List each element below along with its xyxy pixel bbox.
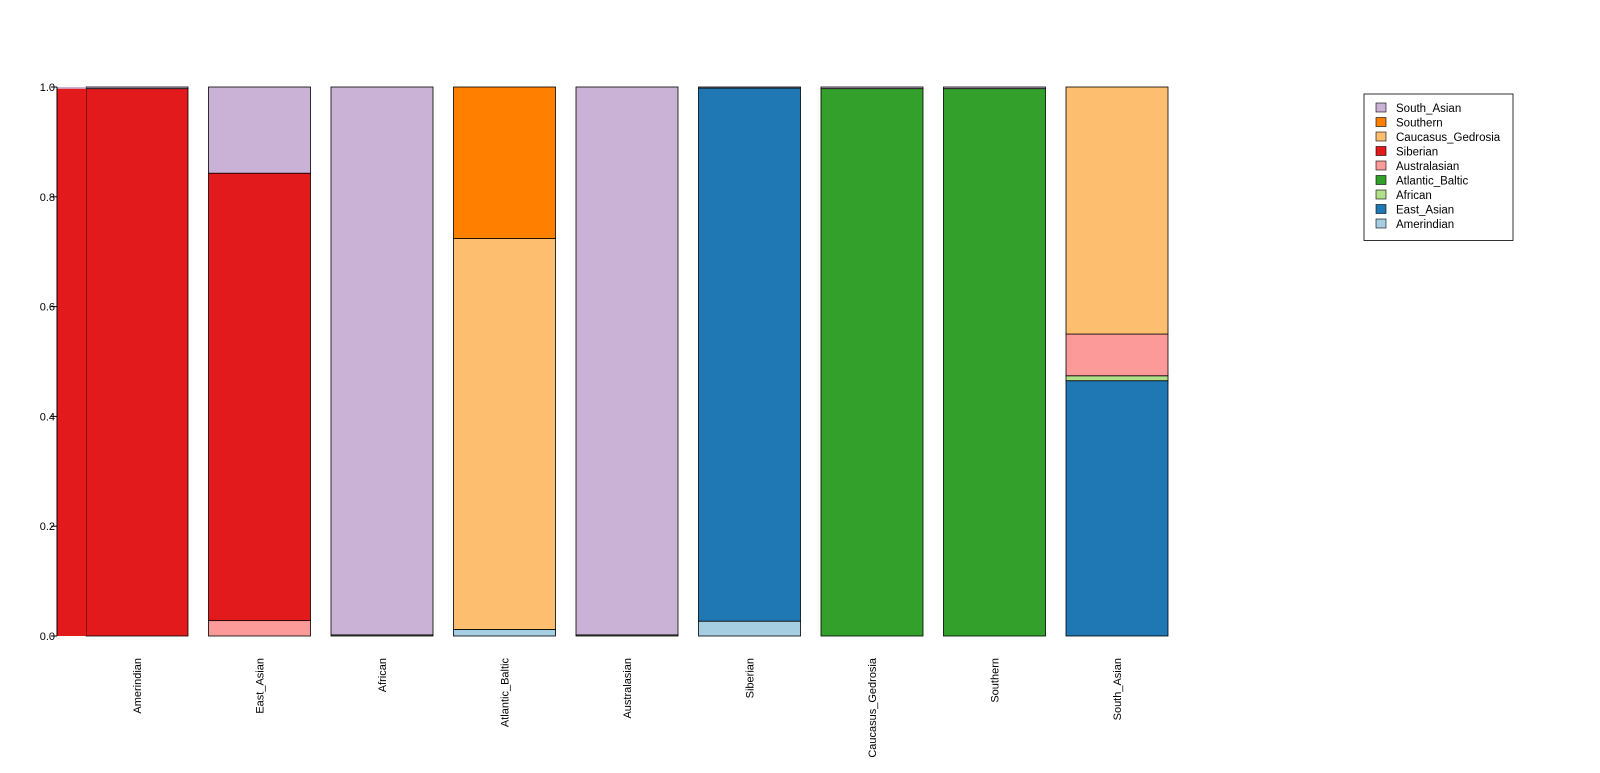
legend-item-Amerindian: Amerindian [1375, 218, 1454, 231]
bar-segment-South_Asian [820, 86, 924, 90]
y-tick-label: 0.2 [40, 521, 55, 533]
legend-item-Atlantic_Baltic: Atlantic_Baltic [1375, 175, 1468, 188]
legend-item-South_Asian: South_Asian [1375, 102, 1461, 115]
bar-segment-Amerindian [453, 629, 556, 637]
bar-group-East_Asian [208, 86, 311, 637]
bar-group-Southern [943, 86, 1046, 637]
y-tick-label: 0.0 [40, 631, 55, 643]
bar-group-Caucasus_Gedrosia [820, 86, 924, 637]
bar-group-Atlantic_Baltic [453, 86, 556, 637]
bar-segment-South_Asian [85, 86, 189, 90]
bar-group-Siberian [698, 86, 801, 637]
bar-segment-Caucasus_Gedrosia [1065, 86, 1169, 335]
bar-segment-Siberian [208, 172, 311, 622]
legend-swatch [1375, 160, 1387, 171]
bar-segment-edge-Siberian [57, 88, 86, 637]
legend-swatch [1375, 218, 1387, 229]
legend-label: Southern [1396, 118, 1443, 130]
bar-segment-Amerindian [698, 620, 801, 637]
bar-segment-African [1065, 375, 1169, 382]
legend-item-Australasian: Australasian [1375, 160, 1459, 173]
category-label: Siberian [745, 658, 757, 698]
bar-segment-South_Asian [575, 86, 679, 636]
legend-label: Siberian [1396, 147, 1438, 159]
bar-group-South_Asian [1065, 86, 1169, 637]
bar-segment-South_Asian [208, 86, 311, 174]
bar-segment-Atlantic_Baltic [943, 88, 1046, 637]
legend-swatch [1375, 175, 1387, 185]
legend: South_Asian Southern Caucasus_Gedrosia Sibe… [1363, 93, 1514, 241]
bar-segment-East_Asian [698, 87, 801, 622]
legend-swatch [1375, 146, 1387, 156]
bar-segment-South_Asian [943, 86, 1046, 90]
bars-layer [57, 86, 1169, 637]
bar-segment-East_Asian [1065, 380, 1169, 637]
bar-segment-Australasian [208, 620, 311, 637]
y-axis: 0.0 0.2 0.4 0.6 0.8 1.0 [40, 82, 58, 643]
legend-swatch [1375, 102, 1387, 113]
legend-box [1363, 93, 1514, 241]
bar-segment-Siberian [85, 88, 189, 637]
legend-swatch [1375, 131, 1387, 142]
legend-item-East_Asian: East_Asian [1375, 204, 1454, 217]
bar-segment-South_Asian [698, 86, 801, 89]
legend-swatch [1375, 117, 1387, 127]
category-label: South_Asian [1112, 658, 1124, 720]
bar-segment-South_Asian [330, 86, 434, 636]
bar-group-Amerindian [85, 86, 189, 637]
legend-item-Southern: Southern [1375, 117, 1443, 130]
legend-label: Australasian [1396, 161, 1459, 173]
y-tick-label: 0.4 [40, 411, 55, 423]
category-label: African [377, 658, 389, 692]
legend-label: Amerindian [1396, 219, 1454, 231]
category-label: Atlantic_Baltic [500, 658, 512, 728]
legend-label: Atlantic_Baltic [1396, 176, 1468, 188]
legend-swatch [1375, 204, 1387, 214]
bar-segment-Southern [453, 86, 556, 239]
legend-item-Caucasus_Gedrosia: Caucasus_Gedrosia [1375, 131, 1501, 144]
y-tick-label: 0.8 [40, 192, 55, 204]
bar-group-African [330, 86, 434, 637]
category-label: Australasian [622, 658, 634, 719]
bar-segment-Australasian [1065, 333, 1169, 377]
category-label: Southern [990, 658, 1002, 703]
y-tick-label: 1.0 [40, 82, 55, 94]
category-label: Caucasus_Gedrosia [867, 657, 879, 758]
category-label: East_Asian [255, 658, 267, 714]
bar-segment-Atlantic_Baltic [820, 88, 924, 637]
bar-segment-edge-South_Asian [57, 87, 86, 89]
y-tick-label: 0.6 [40, 302, 55, 314]
legend-label: African [1396, 190, 1432, 202]
legend-swatch [1375, 189, 1387, 200]
x-axis-categories: Amerindian East_Asian African Atlantic_Balt… [132, 657, 1124, 758]
bar-segment-Caucasus_Gedrosia [453, 238, 556, 630]
legend-label: East_Asian [1396, 205, 1454, 217]
legend-label: Caucasus_Gedrosia [1396, 132, 1501, 144]
legend-label: South_Asian [1396, 103, 1461, 115]
legend-item-Siberian: Siberian [1375, 146, 1438, 159]
category-label: Amerindian [132, 658, 144, 714]
bar-group-Australasian [575, 86, 679, 637]
legend-item-African: African [1375, 189, 1432, 202]
